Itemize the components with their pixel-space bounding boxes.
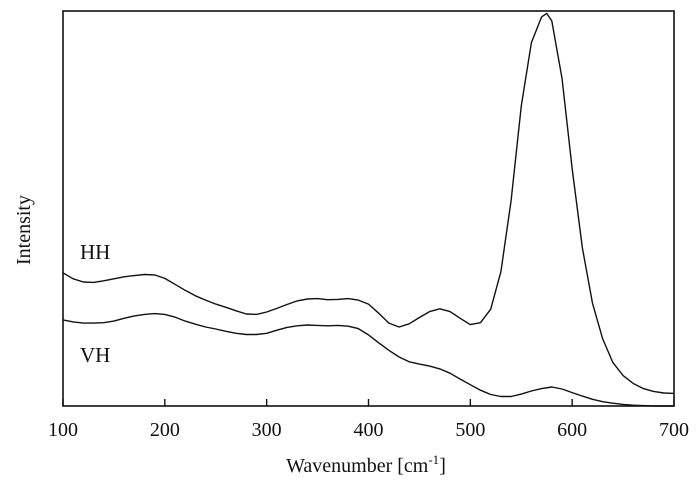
plot-frame bbox=[62, 10, 675, 407]
x-tick-label: 100 bbox=[48, 419, 78, 441]
x-ticks: 100 200 300 400 500 600 700 bbox=[48, 399, 689, 441]
x-tick-label: 500 bbox=[455, 419, 485, 441]
x-axis-label-main: Wavenumber [cm bbox=[286, 455, 429, 477]
series-layer bbox=[62, 12, 675, 407]
x-axis-label-sup: -1 bbox=[428, 452, 439, 467]
x-tick-label: 600 bbox=[557, 419, 587, 441]
x-axis-label-close: ] bbox=[439, 455, 446, 477]
x-tick-label: 200 bbox=[150, 419, 180, 441]
x-axis-label: Wavenumber [cm-1] bbox=[286, 452, 446, 477]
y-axis-label: Intensity bbox=[13, 195, 35, 265]
x-tick-label: 300 bbox=[252, 419, 282, 441]
series-label-hh: HH bbox=[80, 240, 110, 264]
series-line-hh bbox=[62, 12, 675, 395]
series-line-vh bbox=[62, 312, 674, 407]
x-tick-label: 400 bbox=[354, 419, 384, 441]
x-tick-label: 700 bbox=[659, 419, 689, 441]
series-label-vh: VH bbox=[80, 343, 110, 367]
